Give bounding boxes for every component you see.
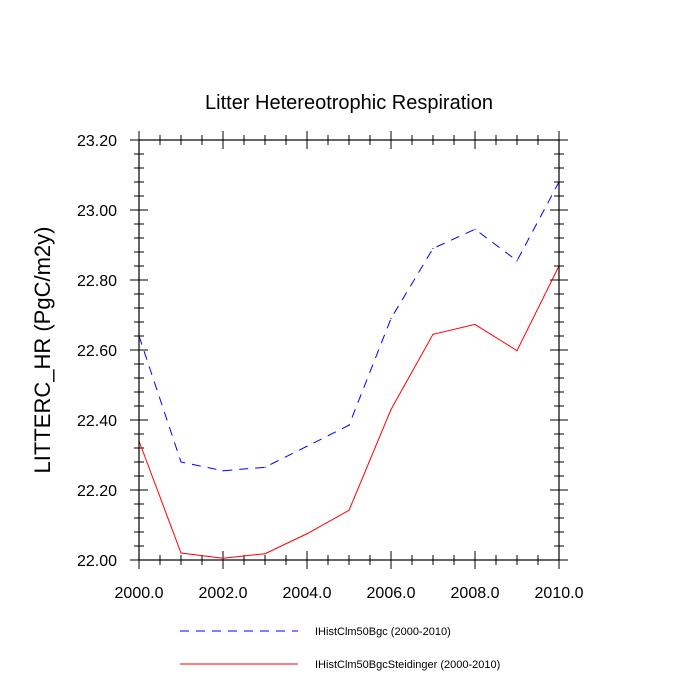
data-point bbox=[306, 445, 308, 447]
data-point bbox=[306, 533, 308, 535]
y-tick-label: 23.20 bbox=[77, 133, 117, 150]
legend: IHistClm50Bgc (2000-2010) IHistClm50BgcSt… bbox=[180, 626, 500, 671]
data-point bbox=[264, 466, 266, 468]
data-point bbox=[432, 247, 434, 250]
y-tick-label: 22.00 bbox=[77, 553, 117, 570]
data-point bbox=[348, 424, 350, 426]
y-tick-label: 22.20 bbox=[77, 483, 117, 500]
x-tick-label: 2000.0 bbox=[115, 585, 164, 602]
series-line-1 bbox=[138, 181, 560, 472]
y-axis-label: LITTERC_HR (PgC/m2y) bbox=[30, 227, 55, 474]
y-tick-label: 22.60 bbox=[77, 343, 117, 360]
plot-frame bbox=[138, 139, 560, 561]
x-tick-label: 2008.0 bbox=[451, 585, 500, 602]
data-point bbox=[432, 333, 434, 335]
chart-title: Litter Hetereotrophic Respiration bbox=[205, 92, 493, 114]
legend-label: IHistClm50Bgc (2000-2010) bbox=[315, 626, 451, 638]
data-point bbox=[390, 317, 392, 320]
data-point bbox=[516, 350, 518, 352]
series-line-2 bbox=[138, 265, 560, 559]
x-tick-label: 2010.0 bbox=[535, 585, 584, 602]
data-point bbox=[390, 408, 392, 411]
y-tick-label: 22.40 bbox=[77, 413, 117, 430]
data-point bbox=[264, 553, 266, 555]
x-tick-label: 2006.0 bbox=[367, 585, 416, 602]
x-tick-label: 2004.0 bbox=[283, 585, 332, 602]
tick-labels: 22.00 22.20 22.40 22.60 22.80 23.00 23.20 2000.… bbox=[77, 133, 584, 602]
y-tick-label: 22.80 bbox=[77, 273, 117, 290]
data-point bbox=[222, 470, 224, 472]
data-point bbox=[474, 228, 476, 230]
x-tick-label: 2002.0 bbox=[199, 585, 248, 602]
y-tick-label: 23.00 bbox=[77, 203, 117, 220]
data-point bbox=[222, 557, 224, 559]
data-point bbox=[474, 323, 476, 326]
data-point bbox=[516, 260, 518, 262]
legend-label: IHistClm50BgcSteidinger (2000-2010) bbox=[315, 659, 500, 671]
series-layer bbox=[138, 181, 560, 559]
data-point bbox=[180, 461, 182, 463]
data-point bbox=[180, 552, 182, 554]
axis-ticks bbox=[130, 131, 568, 569]
data-point bbox=[348, 509, 350, 511]
